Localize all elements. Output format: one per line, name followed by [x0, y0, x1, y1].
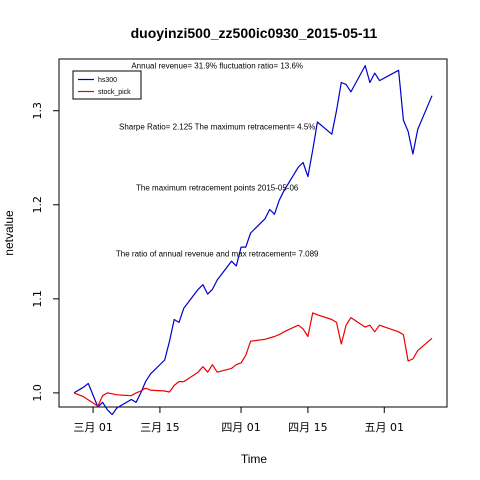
- x-axis-label: Time: [241, 452, 268, 466]
- x-tick-label: 三月 15: [140, 421, 180, 434]
- y-tick-label: 1.3: [31, 102, 44, 120]
- stats-annotation: The ratio of annual revenue and max retr…: [116, 250, 319, 259]
- legend-label-hs300: hs300: [98, 77, 117, 84]
- stats-annotation: Sharpe Ratio= 2.125 The maximum retracem…: [119, 123, 315, 132]
- series-line-stock-pick: [73, 312, 433, 407]
- y-axis-label: netvalue: [2, 210, 16, 256]
- stats-annotation: Annual revenue= 31.9% fluctuation ratio=…: [131, 61, 303, 70]
- x-tick-label: 四月 15: [288, 421, 328, 434]
- y-tick-label: 1.1: [31, 290, 44, 308]
- legend-box: [72, 70, 142, 100]
- annotation-layer: Annual revenue= 31.9% fluctuation ratio=…: [116, 61, 319, 258]
- chart-title: duoyinzi500_zz500ic0930_2015-05-11: [131, 25, 378, 41]
- x-tick-label: 五月 01: [365, 421, 405, 434]
- y-tick-label: 1.0: [31, 384, 44, 402]
- stats-annotation: The maximum retracement points 2015-05-0…: [136, 184, 299, 193]
- x-tick-label: 四月 01: [221, 421, 261, 434]
- x-axis: 三月 01 三月 15 四月 01 四月 15 五月 01: [73, 406, 405, 434]
- x-tick-label: 三月 01: [73, 421, 113, 434]
- legend: hs300 stock_pick: [72, 70, 142, 100]
- y-axis: 1.0 1.1 1.2 1.3: [31, 102, 60, 402]
- y-tick-label: 1.2: [31, 196, 44, 214]
- legend-label-stock-pick: stock_pick: [98, 89, 131, 96]
- series-layer: [73, 64, 433, 416]
- series-line-hs300: [73, 64, 433, 416]
